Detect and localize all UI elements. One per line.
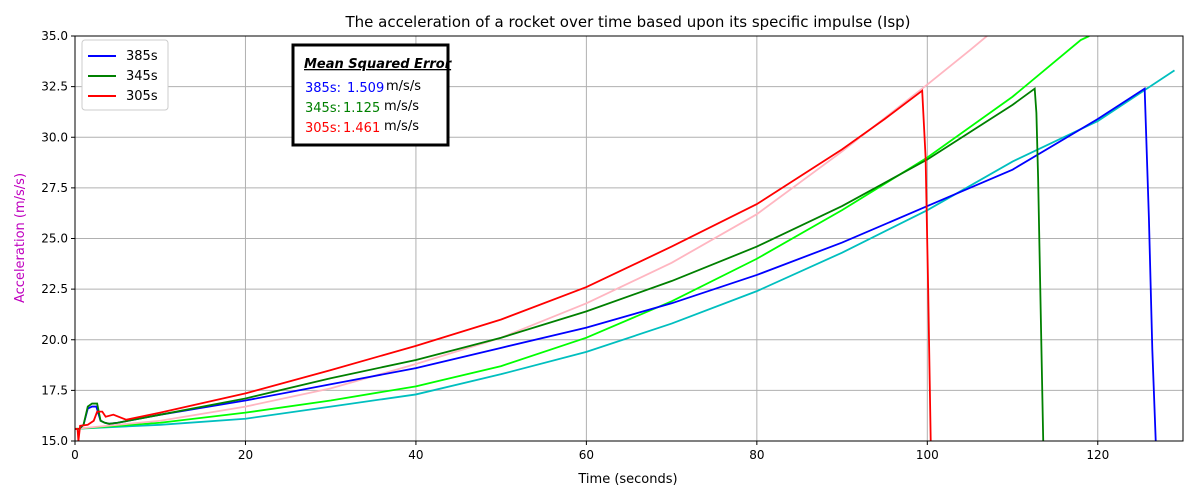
chart-title: The acceleration of a rocket over time b… bbox=[344, 13, 910, 31]
y-tick-label: 17.5 bbox=[41, 383, 68, 397]
series-line-3 bbox=[75, 36, 1090, 430]
x-tick-label: 80 bbox=[749, 448, 764, 462]
mse-unit-385s: m/s/s bbox=[386, 79, 421, 94]
series-line-305s bbox=[75, 88, 932, 441]
mse-value-305s: 1.461 bbox=[343, 121, 380, 136]
x-axis: 0 20 40 60 80 100 120 bbox=[71, 441, 1109, 462]
legend-label-385s: 385s bbox=[126, 49, 158, 64]
y-tick-label: 22.5 bbox=[41, 282, 68, 296]
legend-box bbox=[81, 39, 169, 111]
series-line-4 bbox=[75, 69, 1175, 430]
mse-frame bbox=[291, 43, 450, 147]
mse-box: Mean Squared Error 385s: 1.509 m/s/s 345… bbox=[291, 43, 453, 147]
x-tick-label: 120 bbox=[1086, 448, 1109, 462]
series-line-5 bbox=[75, 36, 988, 430]
x-tick-label: 40 bbox=[408, 448, 423, 462]
series-line-345s bbox=[75, 86, 1045, 441]
y-tick-label: 25.0 bbox=[41, 232, 68, 246]
y-tick-label: 35.0 bbox=[41, 29, 68, 43]
mse-label-345s: 345s: bbox=[305, 101, 341, 116]
mse-unit-305s: m/s/s bbox=[384, 119, 419, 134]
x-tick-label: 60 bbox=[579, 448, 594, 462]
series-layer bbox=[75, 36, 1175, 441]
mse-unit-345s: m/s/s bbox=[384, 99, 419, 114]
y-tick-label: 30.0 bbox=[41, 130, 68, 144]
mse-value-345s: 1.125 bbox=[343, 101, 380, 116]
series-line-385s bbox=[75, 87, 1157, 441]
y-tick-label: 32.5 bbox=[41, 80, 68, 94]
y-axis-label: Acceleration (m/s/s) bbox=[13, 173, 28, 303]
y-tick-label: 15.0 bbox=[41, 434, 68, 448]
mse-label-385s: 385s: bbox=[305, 81, 341, 96]
legend-label-305s: 305s bbox=[126, 89, 158, 104]
mse-value-385s: 1.509 bbox=[347, 81, 384, 96]
legend: 385s 345s 305s bbox=[81, 39, 169, 111]
legend-label-345s: 345s bbox=[126, 69, 158, 84]
x-axis-label: Time (seconds) bbox=[577, 472, 677, 487]
y-axis: 15.0 17.5 20.0 22.5 25.0 27.5 30.0 32.5 35.0 bbox=[41, 29, 75, 448]
mse-title: Mean Squared Error bbox=[304, 57, 453, 72]
x-tick-label: 100 bbox=[916, 448, 939, 462]
x-tick-label: 0 bbox=[71, 448, 79, 462]
mse-label-305s: 305s: bbox=[305, 121, 341, 136]
y-tick-label: 20.0 bbox=[41, 333, 68, 347]
y-tick-label: 27.5 bbox=[41, 181, 68, 195]
x-tick-label: 20 bbox=[238, 448, 253, 462]
